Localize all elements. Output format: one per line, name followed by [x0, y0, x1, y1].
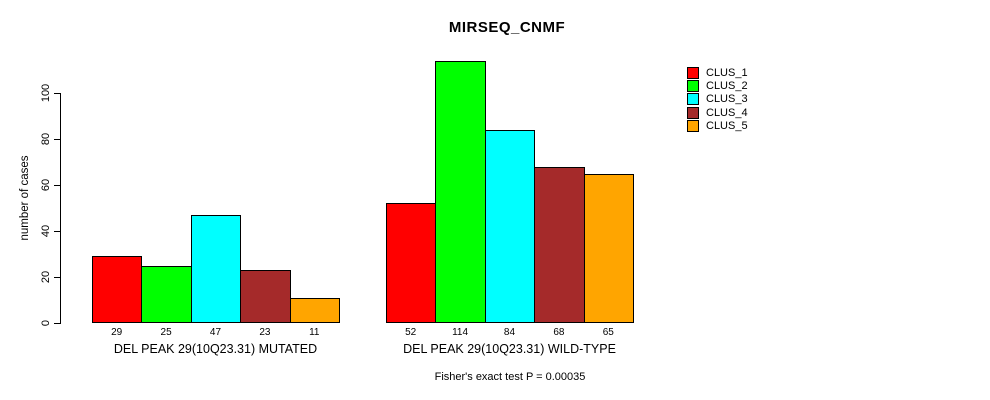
bar-value-label: 29	[111, 327, 123, 338]
legend-swatch-clus_3	[687, 93, 699, 106]
bar-clus_2-group1	[141, 265, 192, 323]
bar-value-label: 68	[553, 327, 565, 338]
bar-clus_4-group1	[240, 270, 291, 323]
y-axis-tick-label: 100	[40, 83, 52, 103]
legend-swatch-clus_5	[687, 119, 699, 132]
y-axis-tick-label: 80	[40, 132, 52, 146]
y-axis-tick	[54, 323, 60, 324]
bar-clus_3-group2	[484, 129, 536, 323]
legend-label-clus_5: CLUS_5	[706, 119, 748, 132]
bar-value-label: 52	[405, 327, 417, 338]
bar-clus_4-group2	[534, 166, 585, 323]
legend-swatch-clus_2	[687, 80, 699, 93]
y-axis-tick	[54, 277, 60, 278]
bar-value-label: 47	[209, 327, 222, 338]
bar-clus_5-group2	[583, 173, 634, 323]
y-axis-tick-label: 0	[40, 319, 52, 327]
bar-clus_1-group1	[92, 256, 143, 323]
legend-label-clus_1: CLUS_1	[706, 67, 748, 79]
y-axis-tick-label: 60	[40, 178, 52, 192]
legend-label-clus_2: CLUS_2	[706, 80, 748, 93]
fisher-test-annotation: Fisher's exact test P = 0.00035	[434, 371, 586, 383]
chart-title: MIRSEQ_CNMF	[448, 19, 566, 36]
y-axis-label: number of cases	[19, 155, 31, 241]
y-axis-tick-label: 20	[40, 270, 52, 284]
bar-value-label: 23	[259, 327, 271, 338]
bar-clus_2-group2	[435, 60, 486, 323]
legend-swatch-clus_1	[687, 67, 699, 79]
legend-swatch-clus_4	[687, 106, 699, 119]
bar-clus_1-group2	[386, 203, 437, 323]
bar-value-label: 11	[309, 327, 320, 338]
bar-value-label: 25	[160, 327, 172, 338]
y-axis-tick	[54, 93, 60, 94]
bar-clus_5-group1	[289, 297, 340, 323]
x-axis-group-label: DEL PEAK 29(10Q23.31) WILD-TYPE	[403, 342, 616, 356]
bar-clus_3-group1	[190, 214, 242, 323]
y-axis-tick	[54, 139, 60, 140]
bar-value-label: 84	[503, 327, 516, 338]
y-axis-tick	[54, 185, 60, 186]
bar-value-label: 114	[452, 327, 469, 338]
y-axis-tick	[54, 231, 60, 232]
bar-value-label: 65	[602, 327, 614, 338]
y-axis-tick-label: 40	[40, 224, 52, 238]
legend-label-clus_4: CLUS_4	[706, 106, 748, 119]
legend-label-clus_3: CLUS_3	[706, 93, 748, 106]
y-axis-line	[60, 93, 61, 324]
x-axis-group-label: DEL PEAK 29(10Q23.31) MUTATED	[113, 342, 318, 356]
